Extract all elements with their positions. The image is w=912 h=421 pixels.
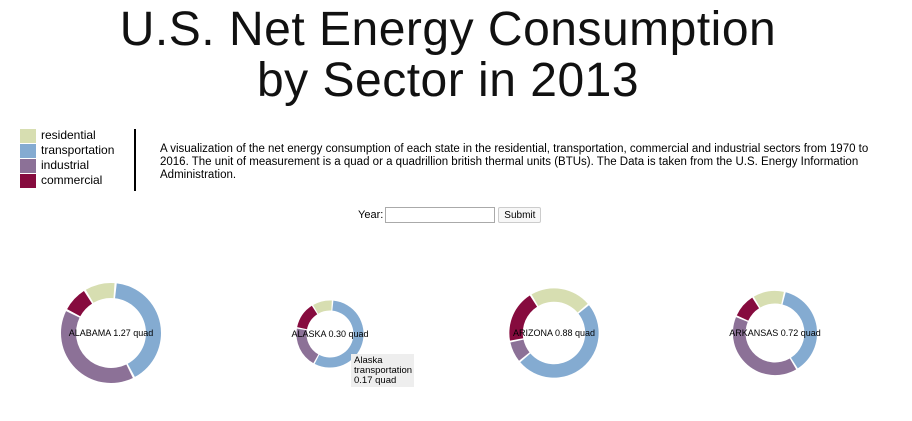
donut-arizona: ARIZONA 0.88 quad — [509, 288, 599, 378]
legend-swatch-industrial — [20, 158, 36, 173]
tooltip-sector: transportation — [354, 365, 413, 376]
year-input[interactable] — [385, 207, 496, 223]
legend-item-commercial: commercial — [20, 173, 114, 188]
donut-label: ARKANSAS 0.72 quad — [729, 328, 821, 338]
tooltip: Alaska transportation 0.17 quad — [351, 354, 414, 387]
year-label: Year: — [358, 209, 384, 221]
legend-label: commercial — [41, 173, 103, 187]
donut-slice-residential[interactable] — [313, 300, 332, 314]
donut-slice-transportation[interactable] — [782, 292, 818, 369]
description-text: A visualization of the net energy consum… — [160, 143, 869, 181]
tooltip-value: 0.17 quad — [354, 375, 397, 386]
donut-slice-industrial[interactable] — [296, 328, 319, 364]
donut-alabama: ALABAMA 1.27 quad — [61, 283, 161, 383]
donut-label: ARIZONA 0.88 quad — [513, 328, 595, 338]
donut-label: ALASKA 0.30 quad — [291, 329, 368, 339]
submit-button[interactable]: Submit — [498, 207, 542, 223]
donut-charts: ALABAMA 1.27 quad ALASKA 0.30 quad ARIZONA… — [61, 283, 821, 383]
donut-slice-industrial[interactable] — [510, 339, 530, 361]
title-line-2: by Sector in 2013 — [256, 54, 640, 107]
legend-swatch-residential — [20, 128, 36, 143]
donut-slice-transportation[interactable] — [520, 305, 599, 378]
donut-slice-commercial[interactable] — [736, 297, 760, 321]
legend: residential transportation industrial co… — [20, 128, 114, 188]
legend-label: transportation — [41, 143, 115, 157]
legend-item-transportation: transportation — [20, 143, 114, 158]
donut-slice-transportation[interactable] — [115, 283, 161, 377]
year-form: Year: Submit — [358, 207, 542, 223]
donut-slice-transportation[interactable] — [314, 300, 364, 368]
donut-label: ALABAMA 1.27 quad — [69, 328, 154, 338]
donut-slice-residential[interactable] — [531, 288, 588, 313]
legend-swatch-commercial — [20, 173, 36, 188]
title-line-1: U.S. Net Energy Consumption — [119, 3, 777, 56]
tooltip-state: Alaska — [354, 355, 383, 366]
donut-slice-commercial[interactable] — [509, 295, 538, 341]
donut-slice-industrial[interactable] — [732, 317, 797, 376]
legend-item-industrial: industrial — [20, 158, 114, 173]
legend-swatch-transportation — [20, 143, 36, 158]
donut-alaska: ALASKA 0.30 quad — [291, 300, 369, 368]
donut-slice-residential[interactable] — [753, 290, 784, 308]
donut-slice-commercial[interactable] — [297, 305, 318, 330]
legend-divider — [134, 129, 136, 191]
legend-label: industrial — [41, 158, 90, 172]
legend-item-residential: residential — [20, 128, 114, 143]
page-title: U.S. Net Energy Consumption by Sector in… — [0, 4, 896, 106]
donut-slice-commercial[interactable] — [67, 290, 93, 317]
donut-arkansas: ARKANSAS 0.72 quad — [729, 290, 821, 376]
donut-slice-industrial[interactable] — [61, 311, 133, 383]
donut-slice-residential[interactable] — [85, 283, 115, 303]
legend-label: residential — [41, 128, 96, 142]
